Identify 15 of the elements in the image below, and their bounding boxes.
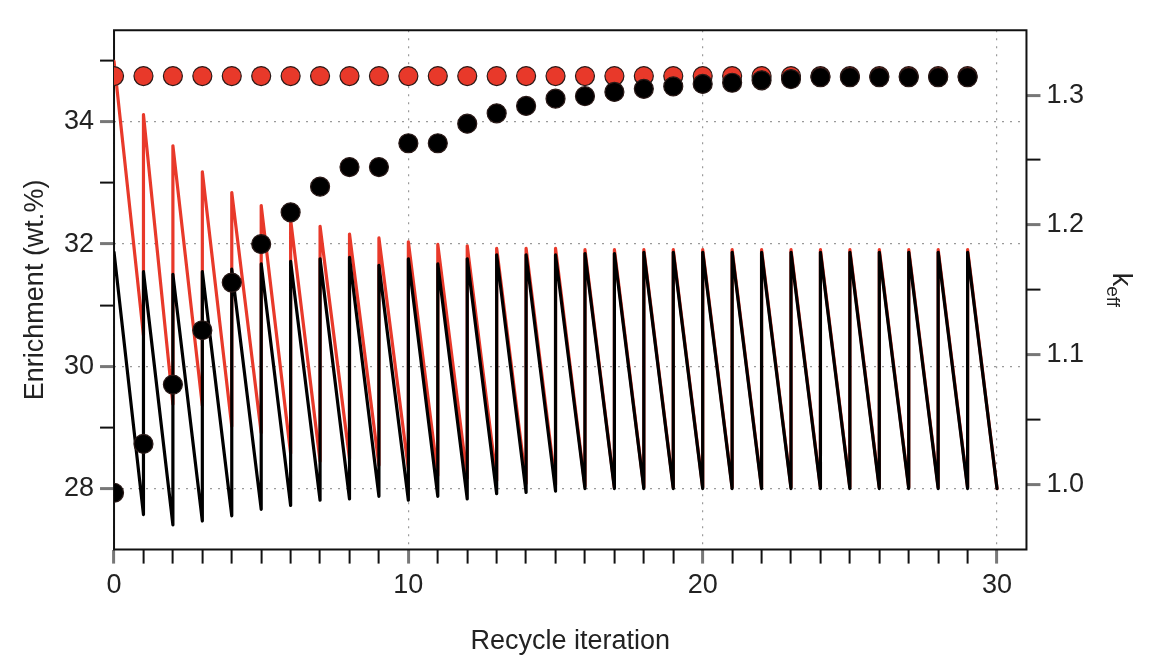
y2-axis-title: keff [1102, 272, 1137, 308]
x-tick-label: 0 [106, 569, 122, 600]
y-axis-title: Enrichment (wt.%) [19, 179, 50, 401]
y2-tick-label: 1.1 [1046, 338, 1085, 369]
y2-tick-label: 1.2 [1046, 208, 1085, 239]
x-axis-title: Recycle iteration [470, 625, 671, 656]
y-tick-label: 28 [63, 471, 95, 502]
y2-tick-label: 1.3 [1046, 78, 1085, 109]
x-tick-label: 20 [687, 569, 718, 600]
x-tick-label: 10 [393, 569, 424, 600]
y2-tick-label: 1.0 [1046, 468, 1085, 499]
x-tick-label: 30 [982, 569, 1013, 600]
y-tick-label: 32 [63, 227, 95, 258]
y-tick-label: 30 [63, 349, 95, 380]
y-tick-label: 34 [63, 105, 95, 136]
